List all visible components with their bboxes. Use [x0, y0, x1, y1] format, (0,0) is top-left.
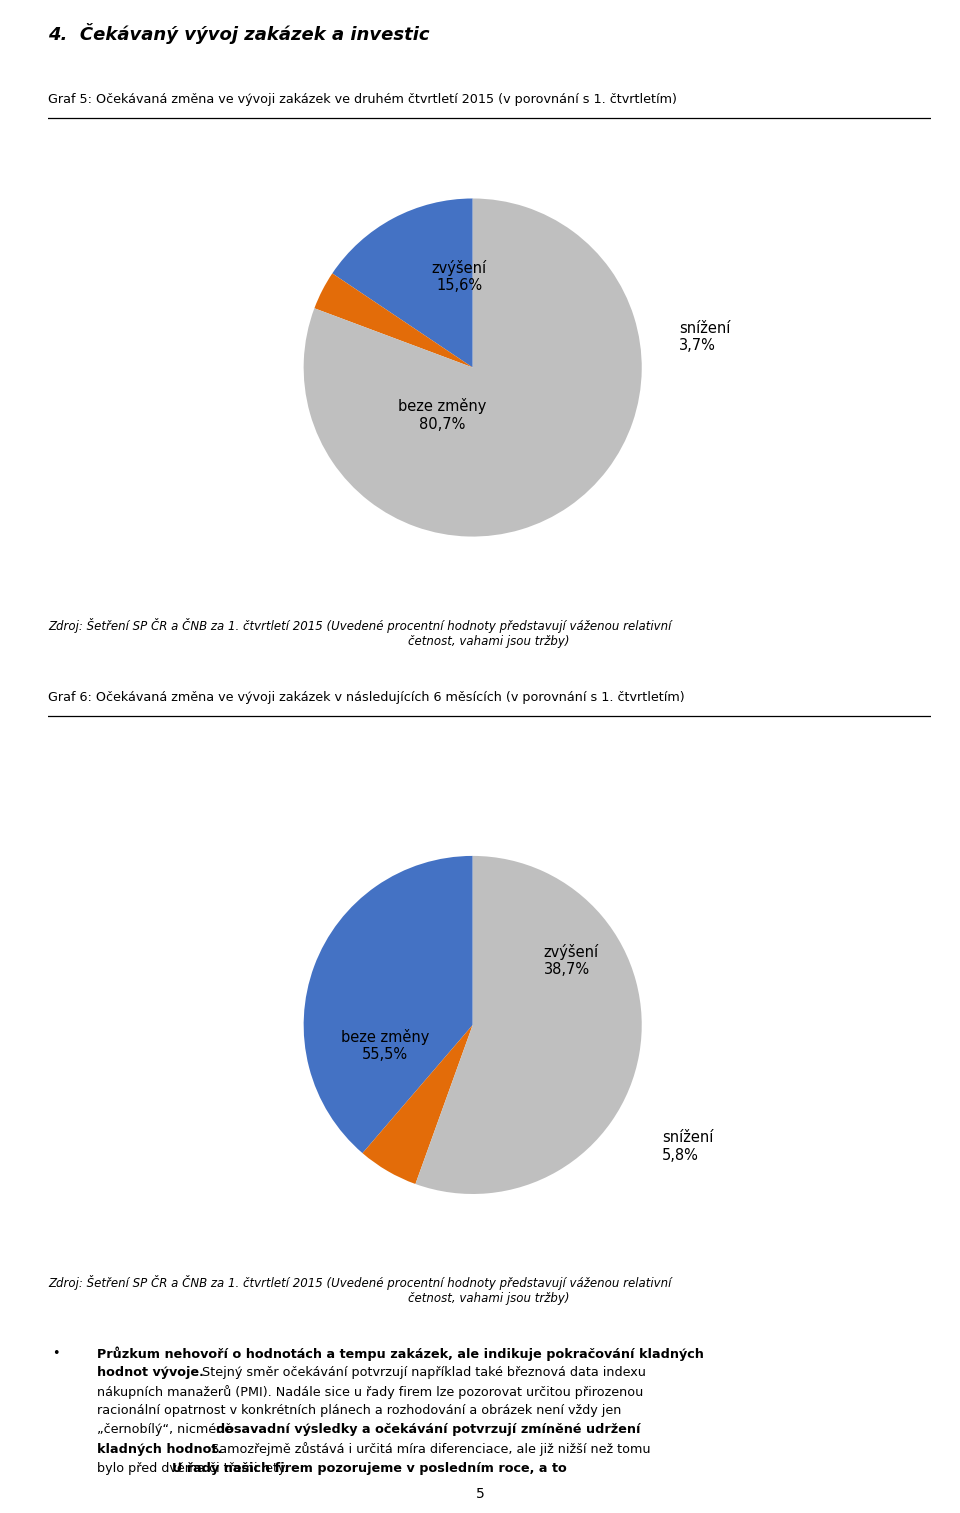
Wedge shape	[416, 856, 641, 1194]
Wedge shape	[332, 198, 472, 368]
Text: 4.  Čekávaný vývoj zakázek a investic: 4. Čekávaný vývoj zakázek a investic	[48, 23, 429, 44]
Text: bylo před dvěma či třemi lety.: bylo před dvěma či třemi lety.	[97, 1462, 291, 1475]
Text: Průzkum nehovoří o hodnotách a tempu zakázek, ale indikuje pokračování kladných: Průzkum nehovoří o hodnotách a tempu zak…	[97, 1347, 704, 1362]
Wedge shape	[303, 856, 472, 1153]
Text: zvýšení
38,7%: zvýšení 38,7%	[543, 944, 599, 977]
Text: beze změny
55,5%: beze změny 55,5%	[341, 1029, 429, 1062]
Text: Zdroj: Šetření SP ČR a ČNB za 1. čtvrtletí 2015 (Uvedené procentní hodnoty předs: Zdroj: Šetření SP ČR a ČNB za 1. čtvrtle…	[48, 1275, 671, 1306]
Text: snížení
3,7%: snížení 3,7%	[679, 321, 731, 354]
Text: Stejný směr očekávání potvrzují například také březnová data indexu: Stejný směr očekávání potvrzují napříkla…	[198, 1366, 646, 1378]
Text: nákupních manažerů (PMI). Nadále sice u řady firem lze pozorovat určitou přiroze: nákupních manažerů (PMI). Nadále sice u …	[97, 1384, 643, 1400]
Text: Graf 6: Očekávaná změna ve vývoji zakázek v následujících 6 měsících (v porovnán: Graf 6: Očekávaná změna ve vývoji zakáze…	[48, 691, 684, 705]
Wedge shape	[314, 274, 472, 368]
Text: racionální opatrnost v konkrétních plánech a rozhodování a obrázek není vždy jen: racionální opatrnost v konkrétních pláne…	[97, 1404, 621, 1418]
Text: 5: 5	[475, 1487, 485, 1501]
Text: kladných hodnot.: kladných hodnot.	[97, 1442, 222, 1456]
Wedge shape	[303, 198, 641, 537]
Text: dosavadní výsledky a očekávání potvrzují zmíněné udržení: dosavadní výsledky a očekávání potvrzují…	[216, 1424, 640, 1436]
Text: Zdroj: Šetření SP ČR a ČNB za 1. čtvrtletí 2015 (Uvedené procentní hodnoty předs: Zdroj: Šetření SP ČR a ČNB za 1. čtvrtle…	[48, 617, 671, 648]
Text: zvýšení
15,6%: zvýšení 15,6%	[432, 260, 487, 294]
Text: U řady našich firem pozorujeme v posledním roce, a to: U řady našich firem pozorujeme v posledn…	[172, 1462, 566, 1475]
Text: „černobílý“, nicméně: „černobílý“, nicméně	[97, 1424, 236, 1436]
Wedge shape	[363, 1024, 472, 1185]
Text: Graf 5: Očekávaná změna ve vývoji zakázek ve druhém čtvrtletí 2015 (v porovnání : Graf 5: Očekávaná změna ve vývoji zakáze…	[48, 94, 677, 106]
Text: •: •	[53, 1347, 60, 1360]
Text: snížení
5,8%: snížení 5,8%	[662, 1130, 713, 1163]
Text: beze změny
80,7%: beze změny 80,7%	[398, 398, 487, 431]
Text: hodnot vývoje.: hodnot vývoje.	[97, 1366, 204, 1378]
Text: Samozřejmě zůstává i určitá míra diferenciace, ale již nižší než tomu: Samozřejmě zůstává i určitá míra diferen…	[207, 1442, 651, 1457]
